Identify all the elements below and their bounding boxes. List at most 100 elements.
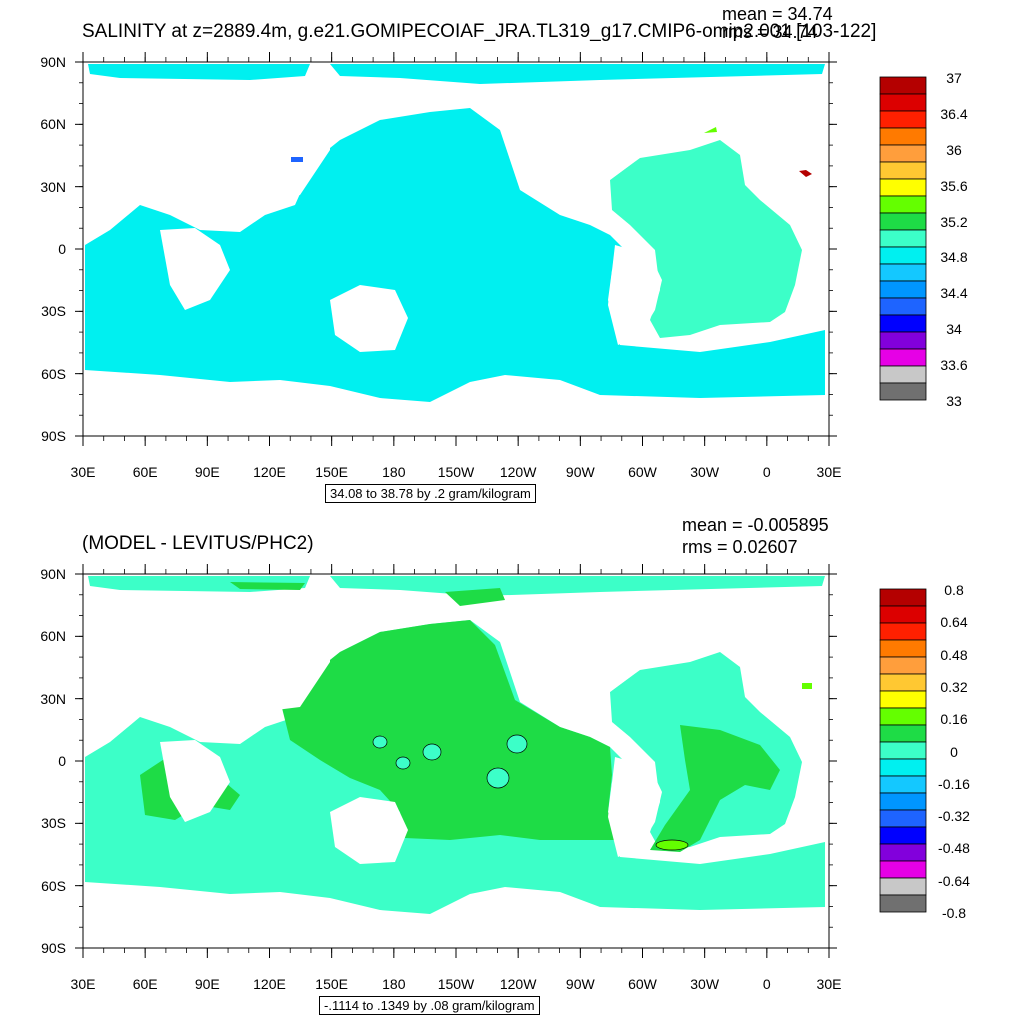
bottom-map [82, 573, 830, 949]
bottom-contour-spot [372, 735, 388, 749]
colorbar-box [879, 656, 927, 675]
colorbar-box [879, 809, 927, 828]
bottom-mean-label: mean = -0.005895 [682, 515, 829, 535]
lon-label: 30E [816, 464, 842, 480]
bottom-antarctica-land [83, 917, 829, 948]
colorbar-box [879, 348, 927, 367]
bottom-contour-spot [506, 734, 528, 754]
lon-label: 120W [499, 976, 537, 992]
lon-label: 180 [382, 976, 406, 992]
lat-label: 30N [40, 690, 66, 707]
bottom-axis-ticks [75, 564, 837, 958]
top-atlantic-ocean [610, 140, 802, 338]
top-mean-label: mean = 34.74 [722, 4, 833, 24]
colorbar-box [879, 195, 927, 214]
colorbar-label: 0.32 [940, 678, 968, 695]
lon-label: 150E [315, 464, 348, 480]
lat-label: 90N [40, 54, 66, 70]
colorbar-box [879, 144, 927, 163]
bottom-contour-spot [655, 839, 689, 851]
lon-label: 120W [499, 464, 537, 480]
top-axis-ticks [75, 52, 837, 446]
lat-label: 0 [58, 753, 66, 769]
lon-label: 30E [70, 464, 96, 480]
lon-label: 30E [816, 976, 842, 992]
colorbar-label: 0.16 [940, 711, 968, 728]
lon-label: 90E [194, 976, 220, 992]
colorbar-box [879, 588, 927, 607]
colorbar-box [879, 826, 927, 845]
lon-label: 90W [565, 464, 595, 480]
colorbar-box [879, 673, 927, 692]
bottom-atlantic-green [650, 725, 780, 852]
bottom-footer-note: -.1114 to .1349 by .08 gram/kilogram [319, 996, 540, 1015]
top-south-america-land [608, 245, 662, 345]
colorbar-box [879, 877, 927, 896]
lon-label: 150W [437, 976, 475, 992]
lon-label: 120E [253, 976, 286, 992]
lon-label: 90E [194, 464, 220, 480]
lon-label: 60E [132, 976, 158, 992]
colorbar-box [879, 690, 927, 709]
colorbar-box [879, 297, 927, 316]
colorbar-label: 37 [946, 70, 962, 86]
bottom-colorbar [879, 588, 927, 913]
colorbar-box [879, 724, 927, 743]
lon-label: 180 [382, 464, 406, 480]
top-plot-title: SALINITY at z=2889.4m, g.e21.GOMIPECOIAF… [82, 21, 877, 42]
colorbar-label: 34.8 [940, 249, 968, 266]
colorbar-box [879, 229, 927, 248]
bottom-south-america-land [608, 757, 662, 857]
colorbar-box [879, 894, 927, 913]
colorbar-box [879, 382, 927, 401]
colorbar-label: 0.8 [944, 582, 964, 598]
lon-label: 90W [565, 976, 595, 992]
colorbar-box [879, 93, 927, 112]
lon-label: 60E [132, 464, 158, 480]
lat-label: 60N [40, 116, 66, 133]
colorbar-label: -0.32 [938, 808, 970, 825]
bottom-plot-title: (MODEL - LEVITUS/PHC2) [82, 533, 314, 554]
lon-label: 30W [690, 464, 720, 480]
colorbar-box [879, 639, 927, 658]
lat-label: 60S [41, 365, 66, 382]
colorbar-box [879, 314, 927, 333]
lat-label: 90S [41, 428, 66, 444]
top-australia-land [330, 285, 408, 352]
top-map [82, 61, 830, 437]
top-africa-land [160, 228, 230, 310]
colorbar-label: 0.48 [940, 646, 968, 663]
colorbar-box [879, 331, 927, 350]
colorbar-box [879, 792, 927, 811]
lat-label: 30S [41, 815, 66, 832]
bottom-contour-spot [486, 767, 510, 789]
colorbar-box [879, 622, 927, 641]
top-north-america-land [505, 92, 680, 205]
colorbar-box [879, 758, 927, 777]
lon-label: 150E [315, 976, 348, 992]
colorbar-box [879, 775, 927, 794]
lon-label: 0 [762, 976, 771, 992]
colorbar-label: 35.2 [940, 213, 968, 230]
top-arctic-ocean [88, 64, 825, 84]
top-rms-label: rms = 34.74 [722, 22, 818, 42]
colorbar-box [879, 280, 927, 299]
top-europe-land [760, 78, 825, 175]
colorbar-label: 0 [950, 743, 958, 760]
colorbar-label: -0.16 [938, 775, 970, 792]
lat-label: 0 [58, 241, 66, 257]
colorbar-label: 33 [946, 393, 962, 409]
lat-label: 30N [40, 178, 66, 195]
top-indo-pacific-ocean [85, 108, 825, 402]
lat-label: 60S [41, 877, 66, 894]
bottom-australia-land [330, 797, 408, 864]
colorbar-box [879, 843, 927, 862]
bottom-arctic-green [230, 582, 505, 606]
colorbar-box [879, 127, 927, 146]
colorbar-label: 36 [946, 141, 962, 158]
colorbar-box [879, 263, 927, 282]
top-antarctica-land [83, 405, 829, 436]
lon-label: 60W [628, 464, 657, 480]
bottom-pacific-green [280, 620, 618, 840]
